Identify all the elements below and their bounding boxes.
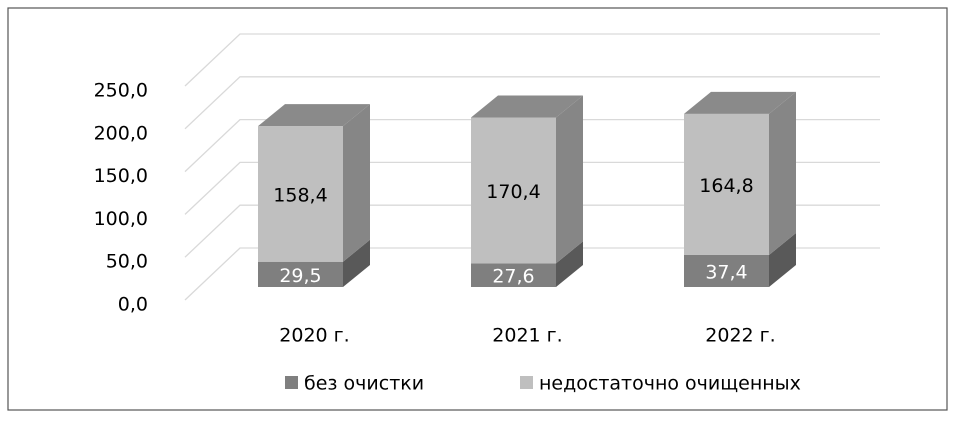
- x-tick-label: 2020 г.: [279, 325, 349, 347]
- value-label: 170,4: [486, 181, 540, 203]
- value-label: 27,6: [492, 266, 534, 288]
- bar-front: [471, 263, 556, 287]
- value-label: 158,4: [273, 184, 327, 206]
- bar-top: [471, 95, 583, 118]
- value-label: 164,8: [699, 175, 753, 197]
- bar-top: [258, 104, 370, 127]
- bar-side: [343, 104, 370, 262]
- grid-line: [184, 118, 880, 173]
- legend-swatch: [520, 376, 533, 389]
- bar-front: [684, 254, 769, 287]
- bar-side: [769, 91, 796, 255]
- value-label: 29,5: [279, 265, 321, 287]
- bar-side: [343, 239, 370, 287]
- x-tick-label: 2022 г.: [705, 325, 775, 347]
- bar-top: [684, 91, 796, 114]
- legend-label: без очистки: [304, 373, 424, 395]
- value-label: 37,4: [705, 261, 747, 283]
- y-tick-label: 0,0: [118, 294, 148, 316]
- grid-line: [184, 161, 880, 215]
- bar-front: [471, 117, 556, 264]
- bar-front: [258, 261, 343, 287]
- y-tick-label: 150,0: [94, 165, 148, 187]
- legend-swatch: [285, 376, 298, 389]
- grid-line: [184, 33, 880, 87]
- legend-label: недостаточно очищенных: [539, 373, 801, 395]
- bar-side: [556, 95, 583, 264]
- x-tick-label: 2021 г.: [492, 325, 562, 347]
- y-tick-label: 100,0: [94, 208, 148, 230]
- bar-front: [258, 126, 343, 262]
- bar-front: [684, 113, 769, 255]
- grid-line: [184, 204, 880, 258]
- grid-line: [184, 247, 880, 301]
- bar-side: [769, 232, 796, 287]
- bar-side: [556, 241, 583, 287]
- y-tick-label: 250,0: [94, 80, 148, 102]
- y-tick-label: 50,0: [106, 251, 148, 273]
- grid-line: [184, 76, 880, 130]
- y-tick-label: 200,0: [94, 122, 148, 144]
